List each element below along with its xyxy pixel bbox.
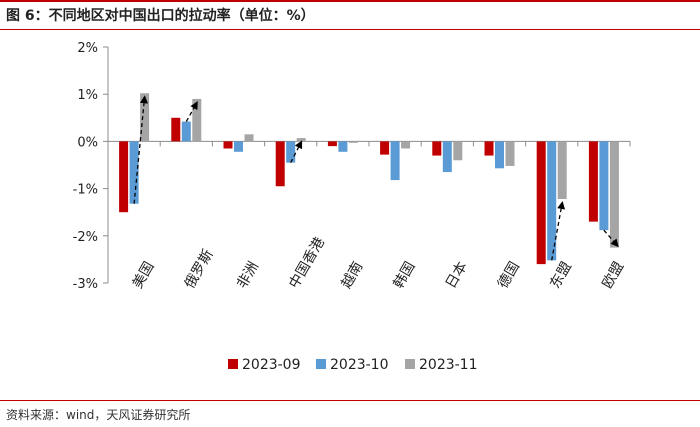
bar-2023-10 — [234, 141, 243, 152]
bar-2023-09 — [119, 141, 129, 213]
bar-2023-10 — [495, 141, 504, 169]
category-label: 美国 — [130, 259, 158, 291]
bar-2023-10 — [338, 141, 348, 152]
bar-2023-10 — [129, 141, 139, 204]
bar-2023-09 — [432, 141, 442, 156]
bar-2023-09 — [171, 117, 181, 142]
bar-2023-10 — [181, 121, 191, 142]
bar-2023-11 — [557, 141, 567, 199]
bar-2023-10 — [547, 141, 557, 261]
bar-2023-09 — [484, 141, 494, 156]
y-tick-label: -3% — [73, 277, 98, 292]
legend-label: 2023-11 — [419, 357, 478, 373]
bar-layer — [119, 93, 619, 265]
category-label: 中国香港 — [286, 235, 328, 291]
legend-swatch-2023-11 — [405, 359, 415, 369]
category-label: 韩国 — [391, 259, 419, 291]
bar-chart: 2%1%0%-1%-2%-3% 美国 俄罗斯 非洲 中国香港 越南 韩国 日本 德国 东盟 欧盟 … — [73, 41, 631, 373]
y-tick-label: -1% — [73, 183, 98, 198]
y-tick-label: -2% — [73, 230, 98, 245]
bar-2023-09 — [275, 141, 285, 187]
legend: 2023-09 2023-10 2023-11 — [228, 357, 478, 373]
arrow-layer — [133, 95, 619, 261]
bar-2023-10 — [442, 141, 452, 173]
figure-title: 图 6：不同地区对中国出口的拉动率（单位：%） — [6, 8, 315, 24]
bar-2023-09 — [223, 141, 233, 149]
bar-2023-09 — [380, 141, 390, 155]
bar-2023-11 — [140, 93, 150, 142]
trend-arrow — [133, 95, 148, 204]
bar-2023-09 — [327, 141, 337, 147]
bar-2023-11 — [453, 141, 463, 161]
source-note: 资料来源：wind，天风证券研究所 — [6, 408, 191, 422]
trend-arrow — [290, 140, 303, 163]
footer-divider — [0, 400, 700, 401]
category-label: 欧盟 — [600, 259, 628, 291]
bar-2023-11 — [296, 138, 306, 142]
legend-swatch-2023-09 — [228, 359, 238, 369]
title-bar — [0, 0, 700, 30]
trend-arrow — [551, 201, 566, 261]
legend-label: 2023-10 — [330, 357, 389, 373]
bar-2023-11 — [348, 141, 358, 143]
legend-swatch-2023-10 — [316, 359, 326, 369]
bar-2023-11 — [244, 134, 254, 142]
y-tick-label: 1% — [77, 88, 98, 103]
category-label: 非洲 — [234, 259, 262, 291]
bar-2023-10 — [390, 141, 400, 181]
bar-2023-10 — [286, 141, 296, 163]
bar-2023-11 — [505, 141, 515, 166]
trend-arrow — [185, 101, 198, 122]
bar-2023-11 — [609, 141, 619, 248]
category-label: 俄罗斯 — [182, 247, 217, 291]
bar-2023-09 — [536, 141, 546, 265]
bar-2023-10 — [599, 141, 609, 231]
category-label: 日本 — [443, 259, 471, 291]
legend-label: 2023-09 — [242, 357, 301, 373]
y-tick-label: 0% — [77, 135, 98, 150]
bar-2023-09 — [588, 141, 598, 222]
category-label: 越南 — [339, 259, 367, 291]
bar-2023-11 — [192, 98, 202, 142]
category-label: 德国 — [495, 259, 523, 291]
trend-arrow — [603, 229, 619, 248]
title-divider — [0, 29, 700, 30]
category-label: 东盟 — [547, 259, 575, 291]
axis-layer: 2% 1% 0% -1% -2% -3% — [73, 41, 631, 292]
bar-2023-11 — [401, 141, 411, 149]
y-tick-label: 2% — [77, 41, 98, 56]
